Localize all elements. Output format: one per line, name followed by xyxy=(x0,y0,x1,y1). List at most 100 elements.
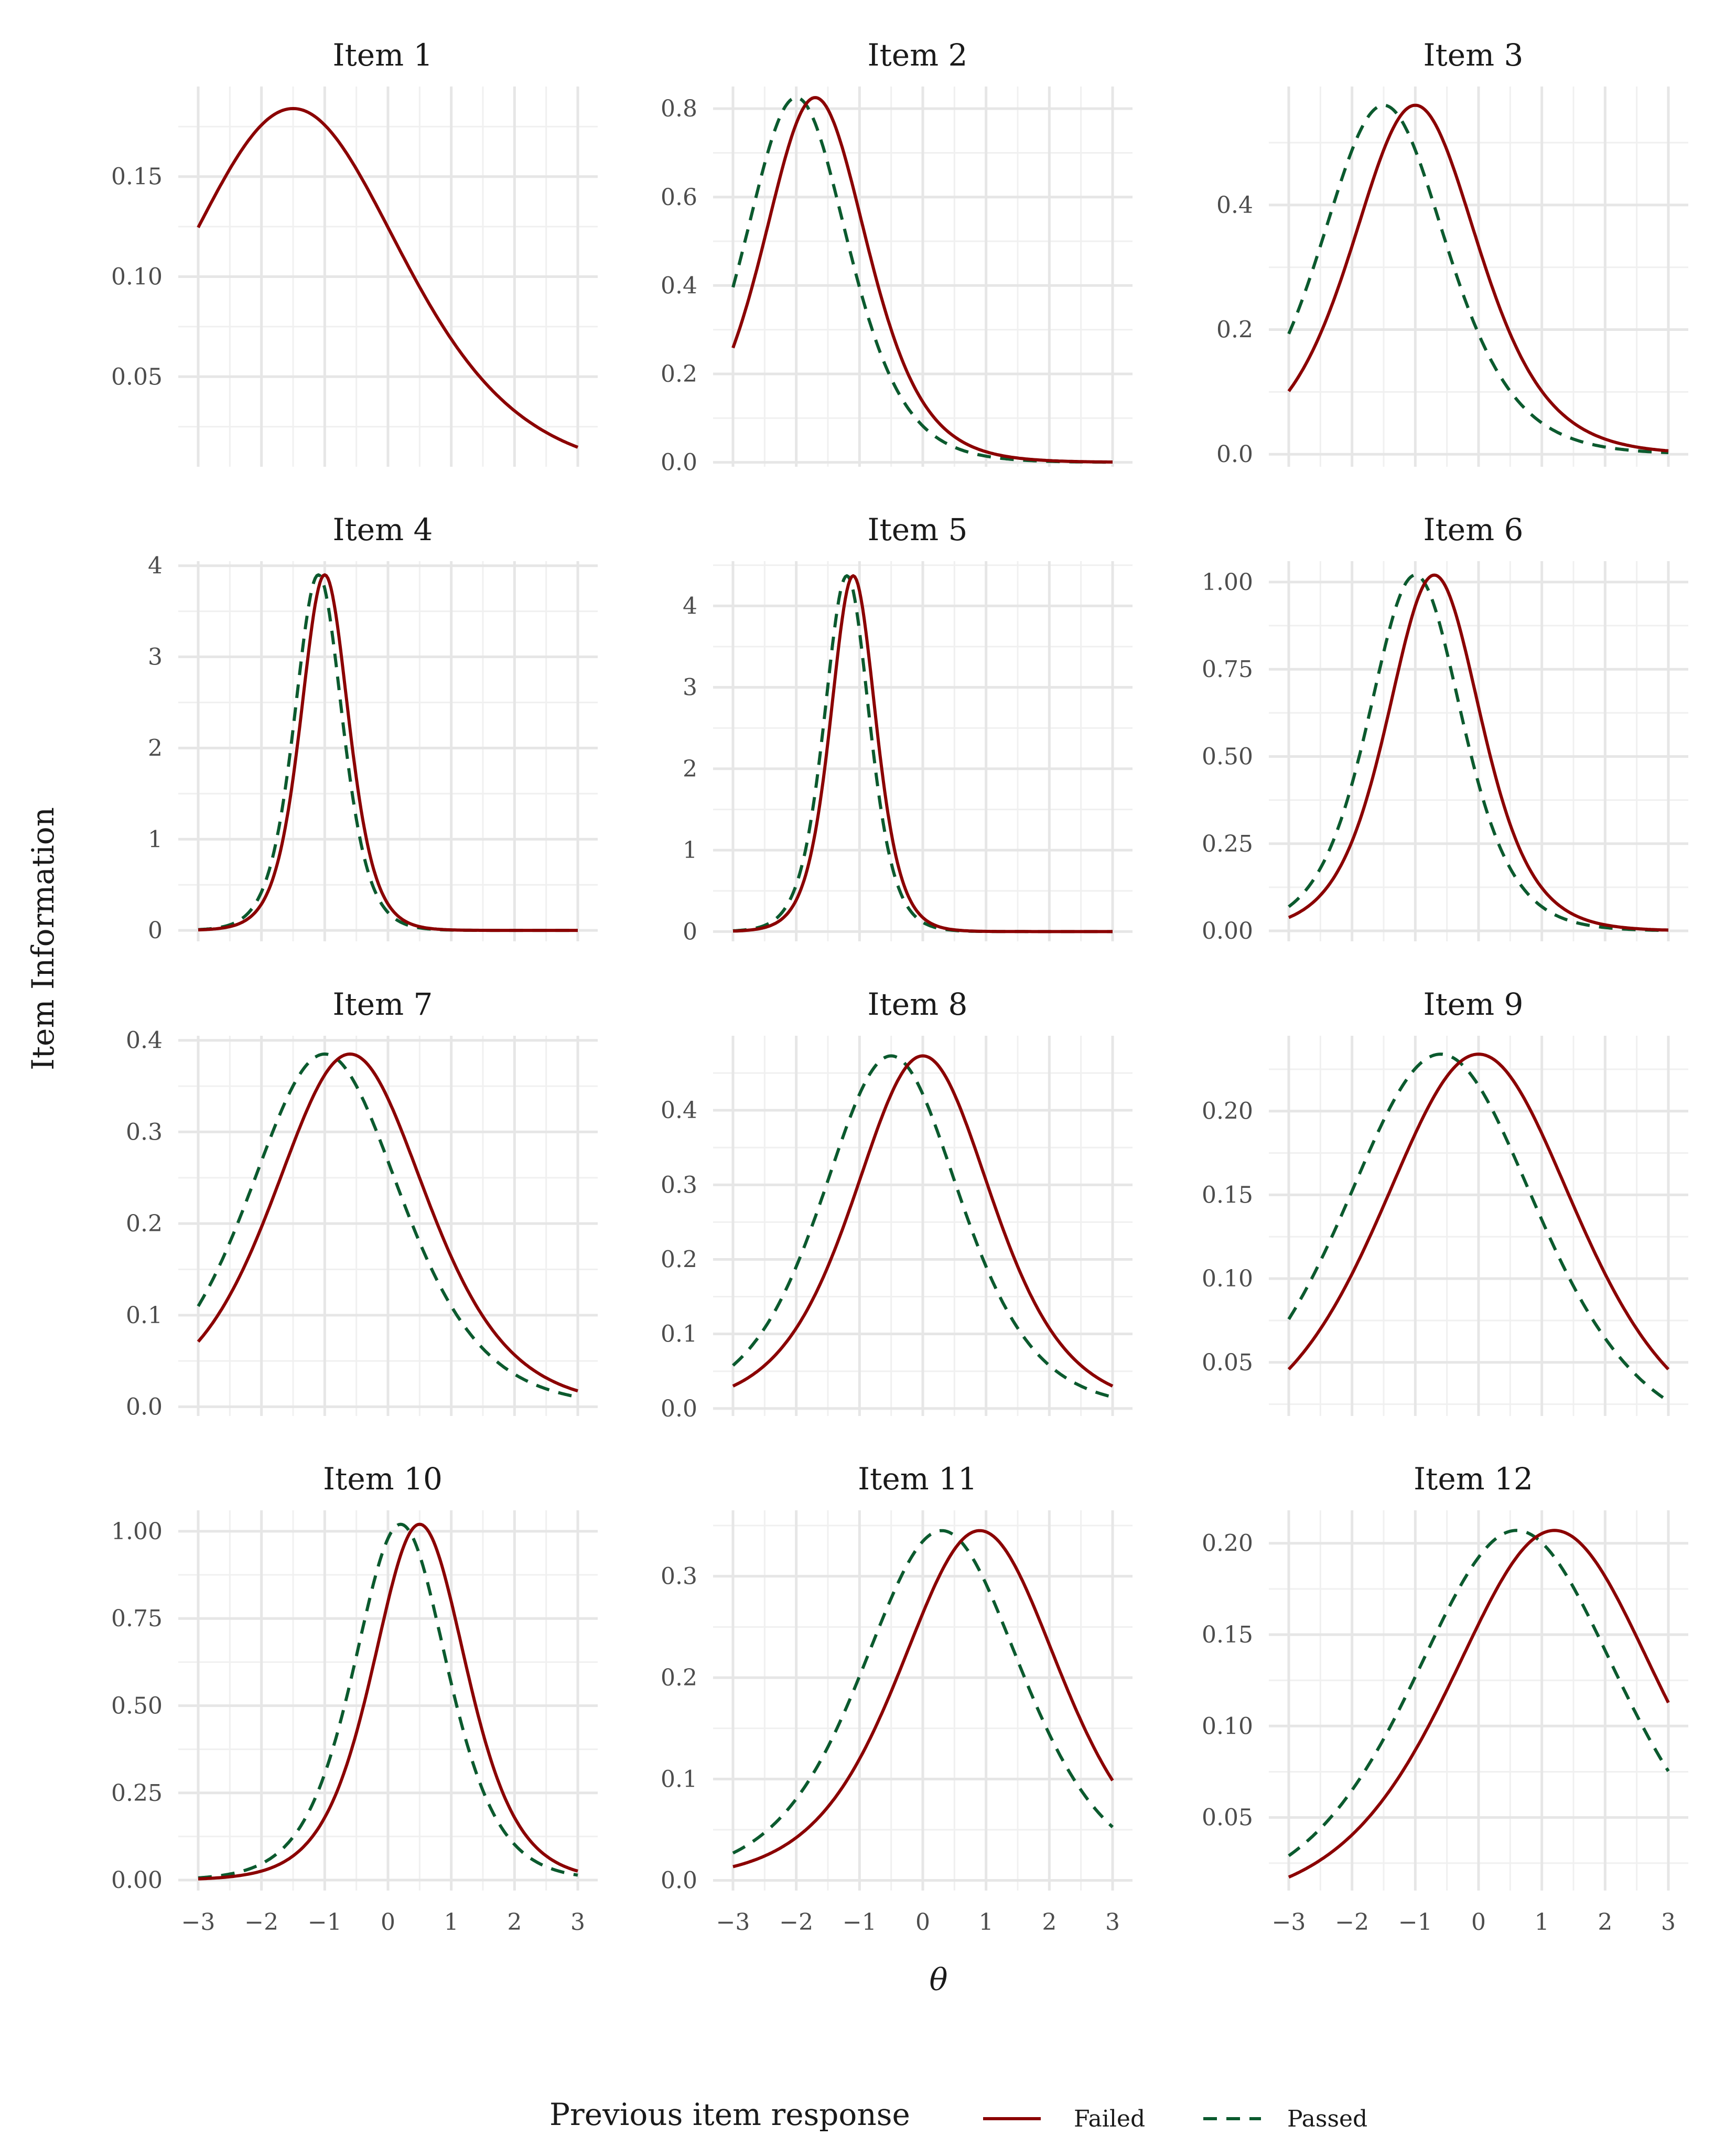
panel-item-1: 0.05 0.10 0.15 Item 1 xyxy=(111,37,598,467)
panel-title: Item 9 xyxy=(1424,986,1524,1022)
y-axis-title: Item Information xyxy=(25,807,61,1070)
series-line-passed xyxy=(198,1522,578,1880)
y-tick-label: 0.2 xyxy=(661,361,697,388)
series-line-passed xyxy=(1288,573,1668,932)
panel-item-2: 0.0 0.2 0.4 0.6 0.8 Item 2 xyxy=(661,37,1133,476)
y-tick-label: 0 xyxy=(148,917,163,944)
x-tick-label: −1 xyxy=(1398,1909,1432,1936)
legend: Previous item response Failed Passed xyxy=(549,2097,1367,2132)
x-tick-label: −1 xyxy=(843,1909,877,1936)
series-line-passed xyxy=(731,1054,1113,1399)
y-tick-label: 0.1 xyxy=(661,1766,697,1792)
y-tick-label: 0.05 xyxy=(111,363,163,390)
series-line-failed xyxy=(197,1052,578,1393)
y-tick-label: 0.4 xyxy=(1216,192,1253,219)
series-line-failed xyxy=(198,573,578,932)
legend-label-failed: Failed xyxy=(1074,2106,1145,2132)
y-tick-label: 0.6 xyxy=(661,184,697,211)
y-tick-label: 0.8 xyxy=(661,95,697,122)
series-line-failed xyxy=(1288,1529,1670,1879)
y-tick-label: 0.20 xyxy=(1202,1098,1253,1125)
y-tick-label: 2 xyxy=(683,756,697,782)
x-tick-label: −3 xyxy=(716,1909,750,1936)
y-tick-label: 3 xyxy=(148,644,163,671)
x-tick-label: 0 xyxy=(915,1909,930,1936)
y-tick-label: 0.05 xyxy=(1202,1349,1253,1376)
panel-title: Item 3 xyxy=(1424,37,1524,73)
y-tick-label: 0.10 xyxy=(1202,1713,1253,1740)
y-tick-label: 1.00 xyxy=(111,1518,163,1545)
panel-item-9: 0.05 0.10 0.15 0.20 Item 9 xyxy=(1202,986,1688,1416)
x-tick-label: 0 xyxy=(1471,1909,1486,1936)
series-line-failed xyxy=(1287,1053,1670,1371)
x-tick-label: 3 xyxy=(1105,1909,1120,1936)
y-tick-label: 0.2 xyxy=(661,1246,697,1273)
x-axis-title: θ xyxy=(930,1962,948,1998)
y-tick-label: 0.10 xyxy=(1202,1265,1253,1292)
y-tick-label: 0.0 xyxy=(661,1867,697,1894)
y-tick-label: 0.0 xyxy=(126,1394,163,1421)
panel-title: Item 4 xyxy=(333,512,433,548)
y-tick-label: 0.3 xyxy=(661,1563,697,1590)
panel-title: Item 12 xyxy=(1414,1461,1533,1497)
y-tick-label: 0.2 xyxy=(661,1665,697,1691)
x-tick-label: 2 xyxy=(1042,1909,1056,1936)
y-tick-label: 0.0 xyxy=(661,449,697,476)
series-line-passed xyxy=(1288,1529,1670,1858)
y-tick-label: 0.75 xyxy=(111,1605,163,1632)
y-tick-label: 0.50 xyxy=(111,1692,163,1719)
x-tick-label: 1 xyxy=(444,1909,459,1936)
panel-item-12: 0.05 0.10 0.15 0.20 −3 −2 −1 0 1 2 3 Item 12 xyxy=(1202,1461,1688,1936)
panel-title: Item 2 xyxy=(868,37,968,73)
series-line-failed xyxy=(1287,103,1669,453)
panel-title: Item 7 xyxy=(333,986,433,1022)
panel-title: Item 8 xyxy=(868,986,968,1022)
series-line-failed xyxy=(732,574,1113,933)
y-tick-label: 0.2 xyxy=(1216,317,1253,343)
y-tick-label: 0.25 xyxy=(1202,831,1253,857)
y-tick-label: 0.4 xyxy=(126,1027,163,1054)
y-tick-label: 0.10 xyxy=(111,264,163,291)
series-line-failed xyxy=(197,107,579,449)
y-tick-label: 3 xyxy=(683,674,697,701)
x-tick-label: −3 xyxy=(1272,1909,1306,1936)
series-line-passed xyxy=(197,1052,578,1399)
x-tick-label: −2 xyxy=(1335,1909,1369,1936)
series-line-passed xyxy=(1287,1053,1669,1403)
panel-item-4: 0 1 2 3 4 Item 4 xyxy=(148,512,598,944)
panel-title: Item 5 xyxy=(868,512,968,548)
y-tick-label: 1 xyxy=(683,837,697,864)
x-tick-label: −1 xyxy=(308,1909,342,1936)
panel-item-11: 0.0 0.1 0.2 0.3 −3 −2 −1 0 1 2 3 Item 11 xyxy=(661,1461,1133,1936)
x-tick-label: −2 xyxy=(779,1909,813,1936)
y-tick-label: 0.4 xyxy=(661,272,697,299)
y-tick-label: 0.25 xyxy=(111,1780,163,1807)
y-tick-label: 0.00 xyxy=(111,1867,163,1894)
y-tick-label: 4 xyxy=(683,593,697,619)
x-tick-label: 3 xyxy=(570,1909,585,1936)
series-line-passed xyxy=(732,1529,1114,1855)
panel-item-5: 0 1 2 3 4 Item 5 xyxy=(683,512,1133,945)
y-tick-label: 0.0 xyxy=(1216,441,1253,468)
y-tick-label: 0.3 xyxy=(126,1119,163,1145)
y-tick-label: 0.4 xyxy=(661,1097,697,1124)
series-line-failed xyxy=(732,1529,1114,1869)
y-tick-label: 1.00 xyxy=(1202,569,1253,596)
y-tick-label: 0.1 xyxy=(126,1302,163,1329)
panel-item-3: 0.0 0.2 0.4 Item 3 xyxy=(1216,37,1688,468)
x-tick-label: 2 xyxy=(1598,1909,1612,1936)
x-tick-label: 2 xyxy=(507,1909,522,1936)
x-tick-label: 3 xyxy=(1661,1909,1676,1936)
panel-title: Item 10 xyxy=(323,1461,443,1497)
panel-item-10: 0.00 0.25 0.50 0.75 1.00 −3 −2 −1 0 1 2 3 Item 10 xyxy=(111,1461,598,1936)
panel-title: Item 11 xyxy=(858,1461,977,1497)
series-line-failed xyxy=(732,1054,1114,1388)
y-tick-label: 0.1 xyxy=(661,1321,697,1348)
x-tick-label: 0 xyxy=(381,1909,395,1936)
y-tick-label: 0.0 xyxy=(661,1395,697,1422)
y-tick-label: 0.15 xyxy=(1202,1622,1253,1648)
y-tick-label: 0 xyxy=(683,918,697,945)
y-tick-label: 0.50 xyxy=(1202,743,1253,770)
